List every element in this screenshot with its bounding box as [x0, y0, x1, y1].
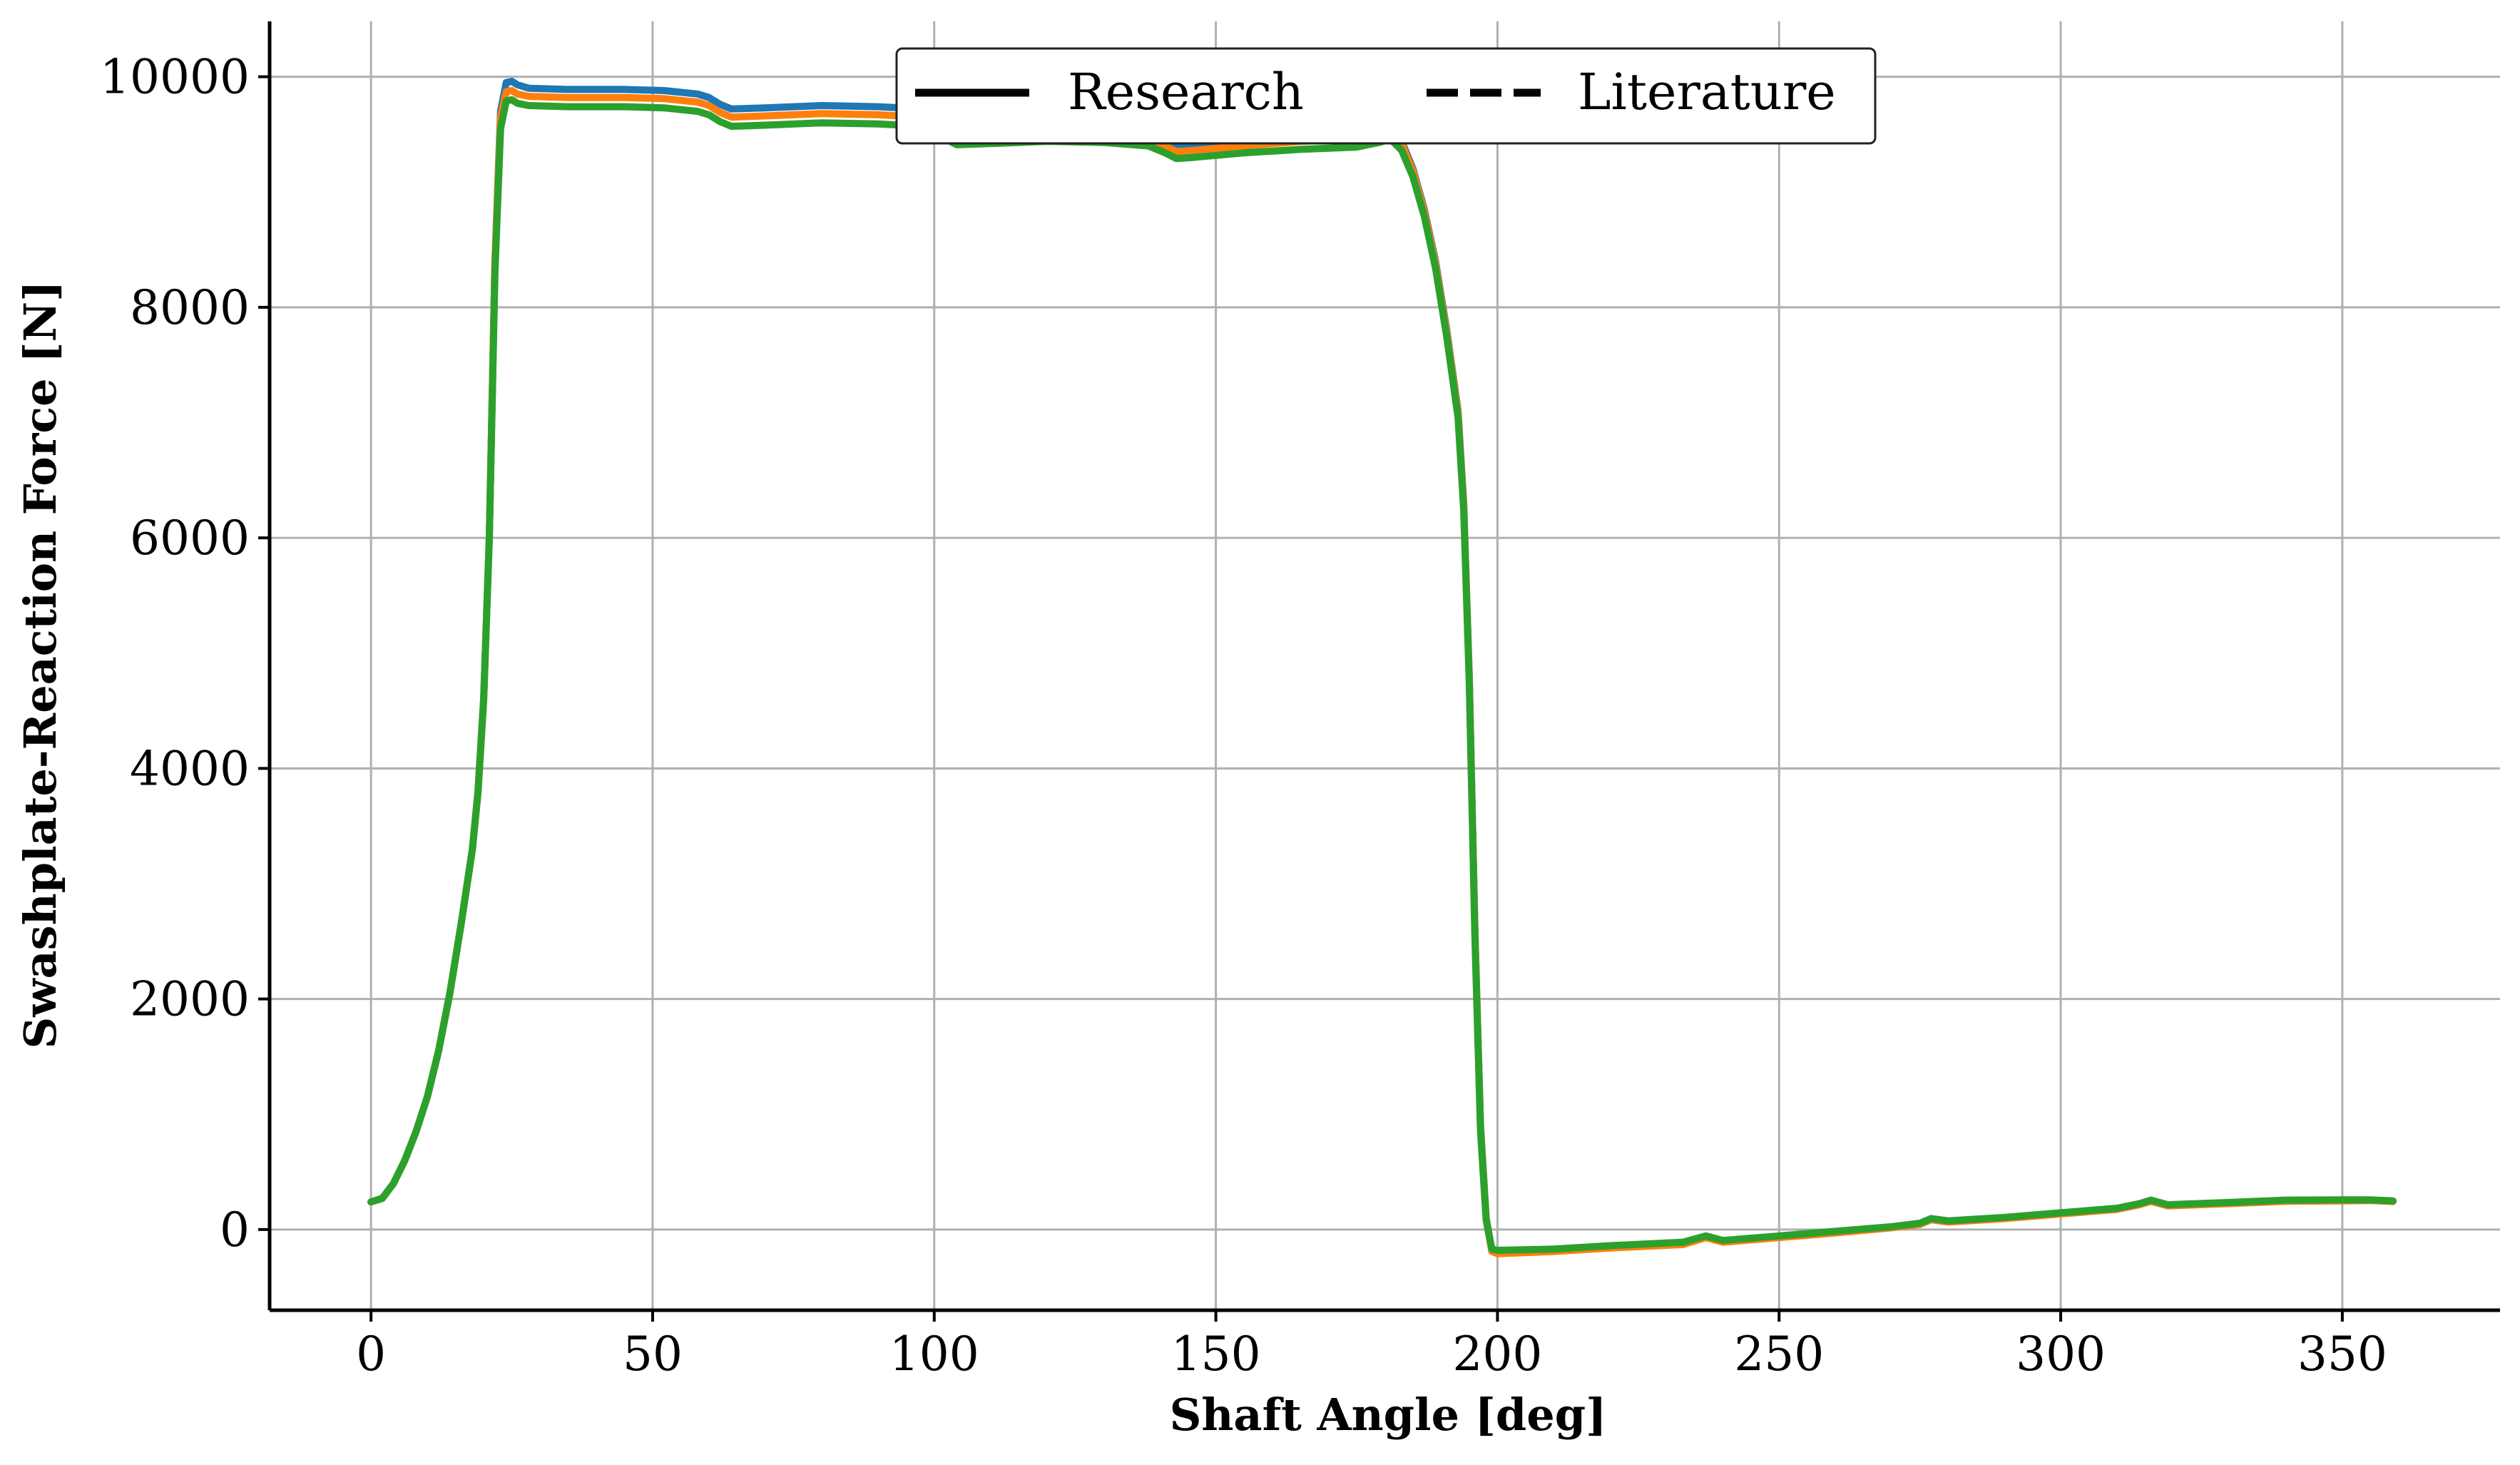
x-tick-label: 150 — [1171, 1327, 1261, 1382]
y-tick-label: 2000 — [130, 972, 250, 1027]
legend-research-label: Research — [1068, 63, 1304, 121]
legend-box — [895, 47, 1877, 145]
x-tick-label: 250 — [1734, 1327, 1824, 1382]
x-tick-label: 50 — [623, 1327, 683, 1382]
y-tick-label: 6000 — [130, 511, 250, 566]
axes: 0 50 100 150 200 250 300 350 0 2000 4000 6000 8000 10… — [100, 21, 2500, 1382]
x-tick-label: 200 — [1452, 1327, 1542, 1382]
grid — [270, 21, 2500, 1310]
x-tick-label: 100 — [889, 1327, 979, 1382]
x-tick-label: 0 — [356, 1327, 386, 1382]
series-line-3 — [367, 96, 2397, 1254]
y-tick-label: 8000 — [130, 280, 250, 335]
legend-literature-label: Literature — [1578, 63, 1836, 121]
x-tick-label: 300 — [2016, 1327, 2106, 1382]
y-tick-label: 10000 — [100, 50, 250, 105]
y-tick-label: 0 — [220, 1203, 250, 1257]
series-line-1 — [367, 78, 2397, 1257]
x-tick-label: 350 — [2297, 1327, 2387, 1382]
y-tick-label: 4000 — [130, 741, 250, 796]
y-axis-title: Swashplate-Reaction Force [N] — [14, 280, 66, 1048]
series-line-2 — [367, 87, 2397, 1257]
x-axis-title: Shaft Angle [deg] — [1170, 1389, 1607, 1441]
series-layer — [367, 78, 2397, 1257]
legend: Research Literature — [895, 47, 1877, 145]
